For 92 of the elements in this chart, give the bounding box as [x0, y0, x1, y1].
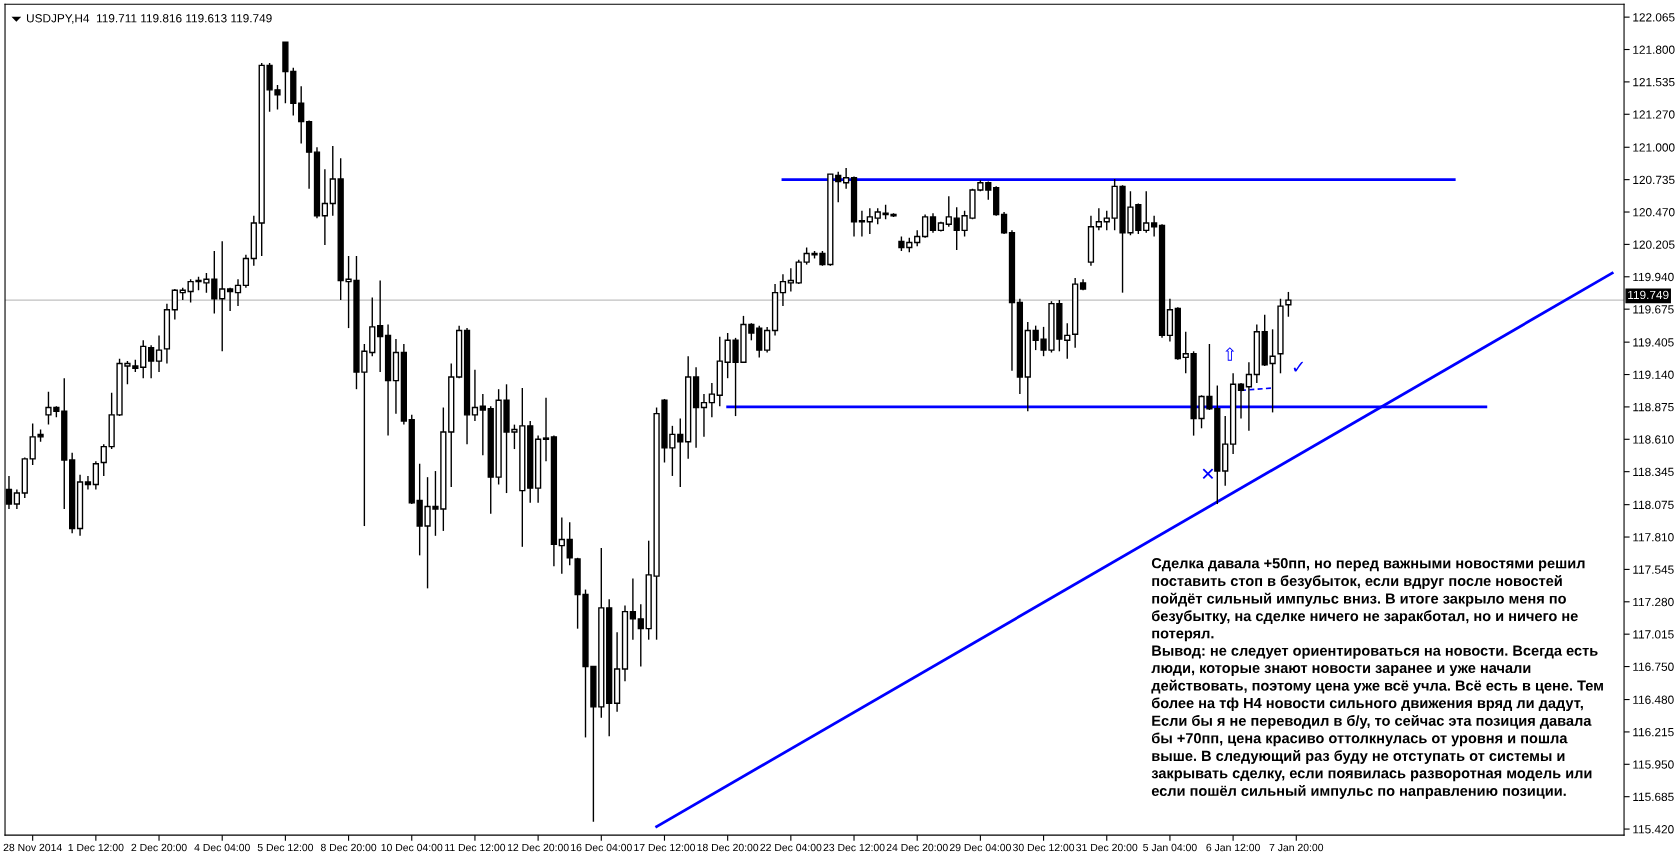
- y-tick-label: 115.420: [1633, 825, 1674, 834]
- x-tick-label: 5 Dec 12:00: [257, 843, 314, 852]
- x-tick-label: 10 Dec 04:00: [381, 843, 443, 852]
- y-tick-label: 117.545: [1633, 565, 1674, 574]
- y-tick-label: 121.800: [1633, 45, 1675, 54]
- candlestick: [219, 240, 226, 353]
- candlestick: [756, 324, 763, 359]
- candlestick: [377, 279, 384, 373]
- x-tick-label: 1 Dec 12:00: [68, 843, 124, 852]
- candlestick: [866, 207, 873, 235]
- y-tick-label: 119.140: [1633, 370, 1674, 379]
- x-tick-label: 6 Jan 12:00: [1206, 843, 1260, 852]
- text: USDJPY,H4 119.711 119.816 119.613 119.749: [26, 14, 272, 24]
- y-tick-label: 115.950: [1633, 760, 1674, 769]
- y-tick-label: 122.065: [1633, 13, 1675, 22]
- candlestick: [764, 326, 771, 354]
- candlestick: [1150, 214, 1158, 238]
- ref-line-label: 119.749: [1628, 290, 1669, 300]
- candlestick: [1000, 211, 1008, 235]
- text: Сделка давала +50пп, но перед важными новостями решил поставить стоп в безубыток, если вдруг после новостей пойдёт сильный импульс вниз. В итоге закрыло меня по безубытку, на сделке ничего не заракботал, но и ничего не потерял. Вывод: не следует ориентироваться на новости. Всегда есть люди, которые знают новости заранее и уже начали действовать, поэтому цена уже всё учла. Всё есть в цене. Тем более на тф H4 новости сильного движения вряд ли дадут, Если бы я не переводил в б/у, то сейчас эта позиция давала бы +70пп, цена красиво оттолкнулась от уровня и пошла выше. В следующий раз буду не отступать от системы и закрывать сделку, если появилась разворотная модель или если пошёл сильный импульс по направлению позиции.: [1151, 558, 1603, 799]
- y-tick-label: 121.535: [1633, 77, 1675, 87]
- y-tick-label: 115.685: [1633, 792, 1674, 802]
- annotation: ⇧: [1225, 347, 1235, 361]
- candlestick: [321, 168, 329, 246]
- y-tick-label: 117.015: [1633, 630, 1674, 639]
- candlestick: [92, 460, 99, 491]
- y-tick-label: 118.610: [1633, 435, 1674, 444]
- y-tick-label: 120.735: [1633, 175, 1675, 185]
- y-tick-label: 117.280: [1633, 597, 1674, 607]
- candlestick: [558, 516, 565, 575]
- candlestick: [147, 344, 155, 379]
- candlestick: [787, 267, 794, 293]
- x-tick-label: 30 Dec 12:00: [1012, 843, 1075, 852]
- y-tick-label: 121.270: [1633, 110, 1675, 119]
- x-tick-label: 28 Nov 2014: [3, 843, 62, 852]
- x-tick-label: 2 Dec 20:00: [131, 843, 187, 852]
- x-tick-label: 8 Dec 20:00: [320, 843, 377, 852]
- x-tick-label: 12 Dec 20:00: [507, 843, 569, 852]
- candlestick: [298, 85, 305, 145]
- candlestick: [921, 213, 929, 239]
- x-tick-label: 17 Dec 12:00: [634, 843, 696, 852]
- y-tick-label: 121.000: [1633, 143, 1675, 152]
- y-tick-label: 118.875: [1633, 402, 1674, 412]
- annotation: ✕: [1202, 468, 1214, 480]
- candlestick: [1285, 291, 1292, 318]
- y-tick-label: 118.075: [1633, 500, 1674, 510]
- y-tick-label: 119.940: [1633, 272, 1674, 282]
- y-tick-label: 120.205: [1633, 240, 1675, 249]
- candlestick: [945, 195, 952, 228]
- x-tick-label: 22 Dec 04:00: [760, 843, 822, 852]
- y-tick-label: 116.750: [1633, 662, 1674, 671]
- candlestick: [842, 167, 850, 190]
- x-tick-label: 7 Jan 20:00: [1269, 843, 1324, 852]
- x-tick-label: 16 Dec 04:00: [571, 843, 632, 852]
- y-tick-label: 118.345: [1633, 467, 1674, 477]
- x-tick-label: 31 Dec 20:00: [1076, 843, 1138, 852]
- candlestick: [13, 488, 21, 510]
- x-tick-label: 18 Dec 20:00: [697, 843, 759, 852]
- candlestick: [1245, 361, 1253, 432]
- candlestick: [835, 171, 842, 203]
- x-tick-label: 23 Dec 12:00: [823, 843, 885, 852]
- y-tick-label: 119.675: [1633, 305, 1674, 314]
- candlestick: [708, 382, 716, 418]
- y-tick-label: 120.470: [1633, 208, 1675, 217]
- candlestick: [700, 393, 708, 438]
- candlestick: [84, 475, 92, 491]
- y-tick-label: 117.810: [1633, 533, 1674, 542]
- y-tick-label: 116.215: [1633, 727, 1674, 737]
- x-tick-label: 29 Dec 04:00: [949, 843, 1011, 852]
- candlestick: [1103, 210, 1110, 232]
- candlestick: [234, 278, 242, 307]
- candlestick: [171, 288, 178, 321]
- candlestick: [779, 273, 787, 307]
- x-tick-label: 5 Jan 04:00: [1143, 843, 1197, 852]
- candlestick: [155, 334, 163, 373]
- candlestick: [637, 603, 644, 668]
- y-tick-label: 119.405: [1633, 338, 1674, 347]
- candlestick: [471, 368, 479, 422]
- candlestick: [100, 443, 107, 477]
- candlestick: [140, 339, 147, 379]
- candlestick: [1143, 190, 1150, 234]
- y-tick-label: 116.480: [1633, 695, 1674, 704]
- candlestick: [1237, 382, 1245, 420]
- annotation: ✓: [1293, 361, 1304, 372]
- x-tick-label: 11 Dec 12:00: [445, 843, 506, 852]
- candlestick: [629, 577, 637, 641]
- candlestick: [929, 212, 937, 234]
- candlestick: [1095, 207, 1102, 232]
- candlestick: [542, 397, 550, 462]
- candlestick: [479, 393, 486, 456]
- x-tick-label: 24 Dec 20:00: [886, 843, 948, 852]
- x-tick-label: 4 Dec 04:00: [194, 843, 250, 852]
